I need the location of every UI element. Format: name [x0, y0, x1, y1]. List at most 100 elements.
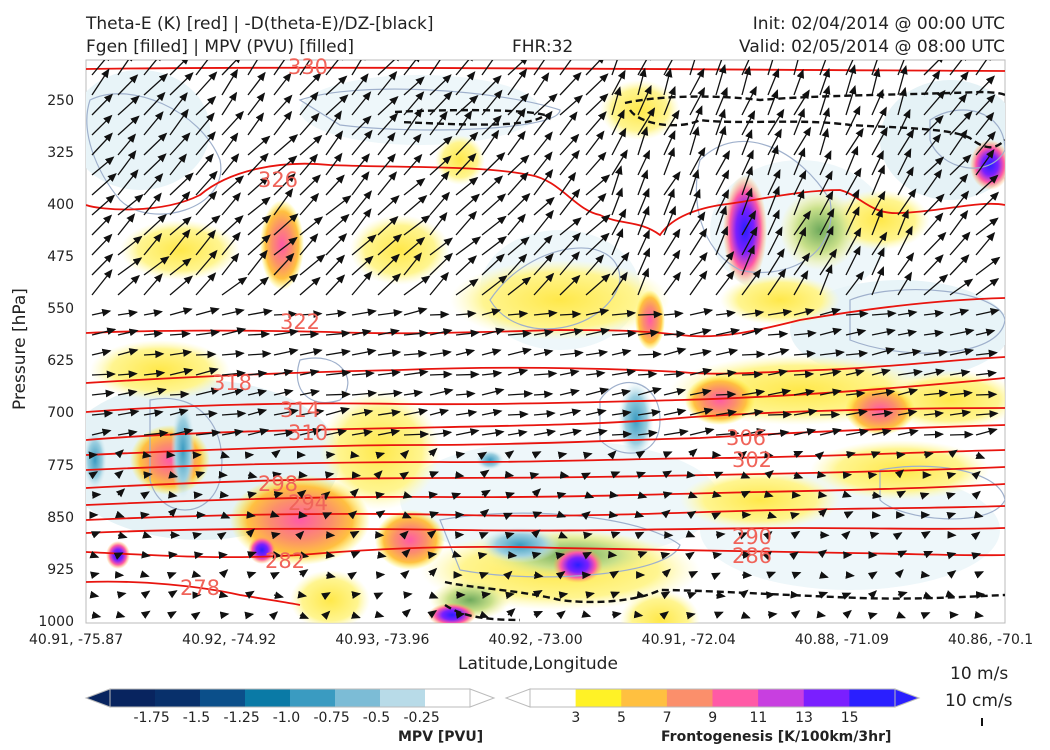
colorbar-tick-label: 3: [571, 710, 581, 726]
wind-arrow: [507, 60, 529, 76]
wind-arrow: [945, 590, 956, 598]
wind-arrow: [166, 611, 177, 620]
wind-arrow: [531, 451, 542, 459]
wind-arrow: [920, 570, 931, 579]
wind-arrow: [273, 110, 293, 136]
wind-arrow: [429, 136, 453, 156]
wind-arrow: [871, 150, 884, 176]
wind-arrow: [325, 152, 343, 176]
wind-arrow: [299, 254, 326, 276]
wind-arrow: [273, 310, 298, 319]
wind-arrow: [533, 329, 554, 337]
wind-arrow: [845, 571, 855, 579]
wind-arrow: [349, 488, 359, 498]
wind-arrow: [325, 94, 349, 116]
wind-arrow: [871, 190, 886, 216]
wind-arrow: [559, 133, 580, 156]
wind-arrow: [767, 226, 783, 256]
wind-arrow: [351, 73, 369, 96]
wind-arrow: [897, 148, 912, 176]
wind-arrow: [399, 449, 410, 460]
wind-arrow: [117, 328, 139, 337]
wind-arrow: [140, 491, 150, 500]
wind-arrow: [247, 408, 268, 416]
wind-arrow: [429, 310, 450, 319]
wind-arrow: [399, 471, 410, 480]
wind-arrow: [793, 270, 809, 296]
wind-arrow: [219, 611, 230, 620]
wind-arrow: [871, 231, 888, 256]
wind-arrow: [559, 94, 583, 116]
theta-e-label: 294: [288, 491, 328, 515]
wind-arrow: [221, 409, 247, 418]
wind-arrow: [117, 213, 136, 236]
wind-arrow: [715, 189, 729, 216]
wind-arrow: [740, 471, 751, 479]
wind-arrow: [767, 268, 787, 296]
wind-arrow: [325, 60, 346, 76]
wind-arrow: [845, 349, 869, 358]
wind-arrow: [143, 369, 166, 378]
wind-arrow: [351, 389, 378, 398]
wind-arrow: [299, 388, 320, 397]
wind-arrow: [221, 153, 240, 176]
wind-arrow: [481, 275, 508, 296]
wind-arrow: [169, 92, 188, 116]
wind-arrow: [713, 471, 724, 479]
chart-title-left-2: Fgen [filled] | MPV (PVU) [filled]: [86, 37, 355, 57]
wind-arrow: [741, 268, 762, 296]
wind-arrow: [117, 257, 143, 276]
wind-arrow: [946, 551, 957, 560]
wind-arrow: [663, 249, 681, 276]
wind-arrow: [375, 491, 385, 500]
wind-arrow: [298, 569, 309, 578]
wind-arrow: [715, 205, 727, 236]
wind-arrow: [871, 368, 891, 377]
wind-arrow: [559, 369, 580, 377]
wind-arrow: [869, 531, 880, 540]
wind-arrow: [767, 410, 793, 419]
wind-arrow: [637, 205, 650, 236]
wind-arrow: [793, 89, 810, 116]
wind-arrow: [607, 450, 617, 460]
wind-arrow: [870, 451, 881, 459]
wind-arrow: [272, 551, 283, 559]
wind-arrow: [533, 72, 550, 96]
wind-arrow: [325, 274, 346, 296]
wind-arrow: [923, 254, 944, 276]
wind-arrow: [559, 251, 580, 276]
wind-arrow: [117, 169, 139, 196]
wind-arrow: [845, 270, 865, 296]
wind-arrow: [247, 551, 257, 559]
wind-arrow: [894, 569, 904, 579]
wind-arrow: [403, 329, 429, 338]
wind-arrow: [221, 132, 239, 156]
wind-arrow: [816, 470, 827, 479]
wind-arrow: [611, 309, 637, 318]
wind-arrow: [142, 531, 152, 539]
wind-arrow: [715, 169, 730, 196]
wind-arrow: [923, 156, 945, 176]
wind-arrow: [399, 530, 409, 540]
wind-arrow: [455, 236, 482, 256]
wind-arrow: [88, 471, 99, 480]
wind-arrow: [741, 408, 764, 417]
wind-arrow: [663, 130, 676, 156]
wind-arrow: [923, 274, 949, 296]
wind-arrow: [195, 60, 215, 76]
wind-arrow: [585, 151, 607, 176]
wind-arrow: [481, 369, 503, 378]
wind-arrow: [377, 309, 403, 317]
wind-arrow: [767, 429, 790, 438]
wind-arrow: [91, 531, 101, 539]
wind-arrow: [689, 105, 703, 136]
colorbar-tick-label: -1.5: [182, 710, 211, 726]
wind-arrow: [195, 190, 218, 216]
wind-arrow: [89, 590, 100, 599]
wind-arrow: [767, 308, 793, 317]
wind-arrow: [221, 68, 238, 96]
wind-arrow: [273, 236, 298, 256]
wind-arrow: [559, 171, 577, 196]
wind-arrow: [507, 329, 532, 338]
colorbar-tick-label: 13: [795, 710, 813, 726]
